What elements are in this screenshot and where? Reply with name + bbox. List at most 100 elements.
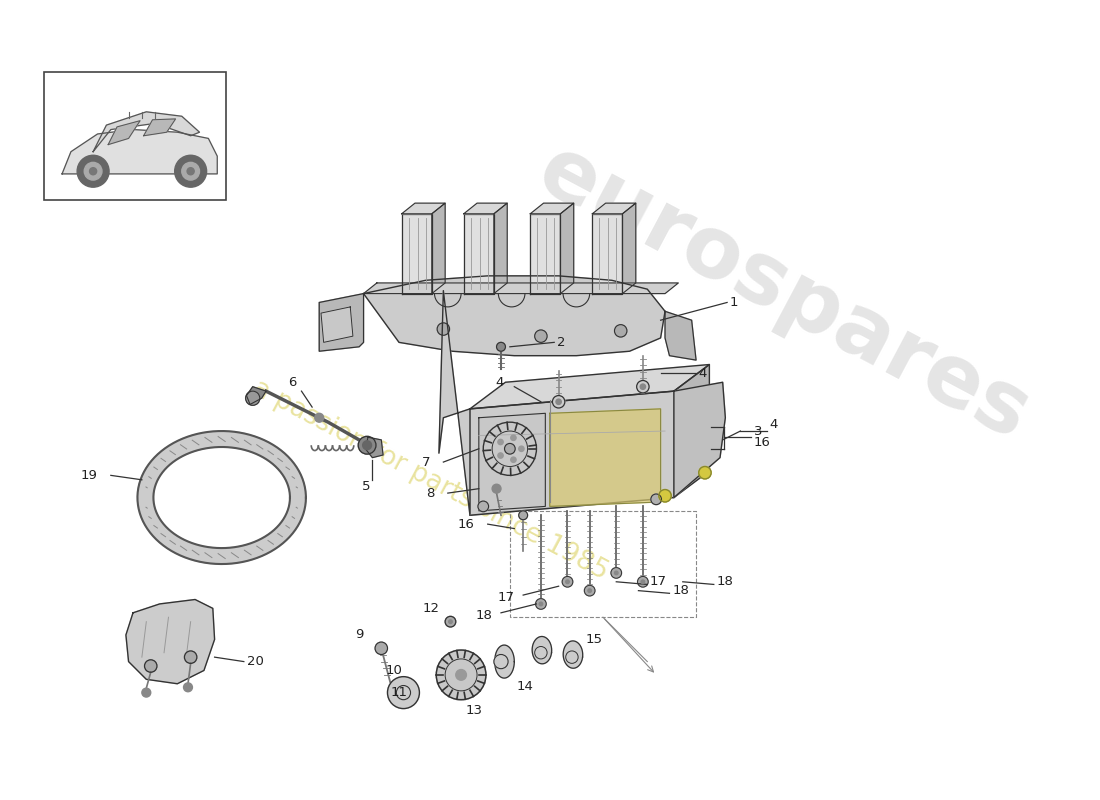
Circle shape: [640, 384, 646, 390]
Polygon shape: [402, 214, 432, 294]
Circle shape: [659, 490, 671, 502]
Circle shape: [437, 650, 486, 700]
Circle shape: [144, 660, 157, 672]
Text: 18: 18: [716, 575, 734, 588]
Text: 4: 4: [770, 418, 778, 431]
Bar: [44, 72, 227, 201]
Polygon shape: [494, 203, 507, 294]
Circle shape: [496, 342, 505, 351]
Polygon shape: [592, 214, 623, 294]
Text: 14: 14: [517, 680, 534, 693]
Circle shape: [519, 446, 524, 451]
Circle shape: [245, 391, 260, 406]
Circle shape: [363, 441, 372, 450]
Polygon shape: [666, 311, 696, 360]
Polygon shape: [319, 294, 364, 351]
Polygon shape: [464, 214, 494, 294]
Polygon shape: [464, 203, 507, 214]
Circle shape: [77, 155, 109, 187]
Polygon shape: [439, 290, 470, 515]
Circle shape: [498, 453, 503, 458]
Polygon shape: [495, 645, 515, 678]
Circle shape: [185, 651, 197, 663]
Text: a passion for parts since 1985: a passion for parts since 1985: [249, 374, 613, 585]
Bar: [510, 511, 696, 618]
Text: eurospares: eurospares: [524, 129, 1043, 458]
Polygon shape: [563, 641, 583, 668]
Text: 17: 17: [497, 591, 515, 604]
Polygon shape: [144, 119, 176, 136]
Circle shape: [565, 651, 579, 663]
Polygon shape: [402, 203, 446, 214]
Polygon shape: [94, 112, 199, 152]
Circle shape: [698, 466, 711, 479]
Text: 17: 17: [650, 575, 667, 588]
Polygon shape: [674, 382, 725, 498]
Text: 3: 3: [754, 425, 762, 438]
Circle shape: [510, 457, 516, 462]
Polygon shape: [470, 365, 710, 409]
Circle shape: [552, 395, 564, 408]
Polygon shape: [623, 203, 636, 294]
Circle shape: [519, 511, 528, 520]
Circle shape: [492, 484, 500, 493]
Text: 13: 13: [465, 704, 483, 717]
Polygon shape: [364, 276, 666, 356]
Text: 4: 4: [698, 367, 707, 380]
Circle shape: [638, 577, 648, 587]
Circle shape: [651, 494, 661, 505]
Circle shape: [535, 330, 547, 342]
Circle shape: [375, 642, 387, 654]
Circle shape: [315, 414, 323, 422]
Text: 18: 18: [475, 609, 492, 622]
Polygon shape: [550, 409, 661, 506]
Circle shape: [142, 688, 151, 697]
Polygon shape: [560, 203, 574, 294]
Circle shape: [565, 580, 570, 583]
Circle shape: [641, 580, 645, 583]
Text: 16: 16: [754, 436, 771, 449]
Polygon shape: [532, 637, 552, 664]
Circle shape: [535, 646, 547, 659]
Text: 9: 9: [355, 629, 363, 642]
Polygon shape: [592, 203, 636, 214]
Circle shape: [449, 620, 452, 623]
Circle shape: [610, 567, 621, 578]
Circle shape: [455, 670, 466, 680]
Polygon shape: [62, 130, 217, 174]
Text: 20: 20: [246, 655, 263, 668]
Circle shape: [510, 435, 516, 441]
Polygon shape: [530, 203, 574, 214]
Polygon shape: [674, 365, 710, 498]
Circle shape: [359, 436, 376, 454]
Text: 5: 5: [362, 480, 371, 494]
Polygon shape: [470, 391, 674, 515]
Circle shape: [587, 589, 592, 593]
Text: 16: 16: [458, 518, 474, 530]
Polygon shape: [246, 386, 266, 405]
Circle shape: [494, 654, 508, 669]
Text: 10: 10: [386, 664, 403, 677]
Text: 11: 11: [390, 686, 407, 699]
Text: 15: 15: [585, 633, 602, 646]
Polygon shape: [530, 214, 560, 294]
Text: 2: 2: [557, 336, 565, 349]
Polygon shape: [365, 438, 383, 458]
Circle shape: [584, 586, 595, 596]
Circle shape: [556, 399, 561, 405]
Circle shape: [562, 577, 573, 587]
Text: 18: 18: [672, 584, 689, 597]
Polygon shape: [138, 431, 306, 564]
Polygon shape: [364, 283, 679, 294]
Circle shape: [182, 162, 199, 180]
Circle shape: [396, 686, 410, 700]
Circle shape: [477, 501, 488, 512]
Circle shape: [539, 602, 542, 606]
Circle shape: [89, 168, 97, 174]
Circle shape: [615, 325, 627, 337]
Circle shape: [505, 443, 515, 454]
Circle shape: [175, 155, 207, 187]
Circle shape: [437, 323, 450, 335]
Text: 12: 12: [422, 602, 439, 615]
Circle shape: [387, 677, 419, 709]
